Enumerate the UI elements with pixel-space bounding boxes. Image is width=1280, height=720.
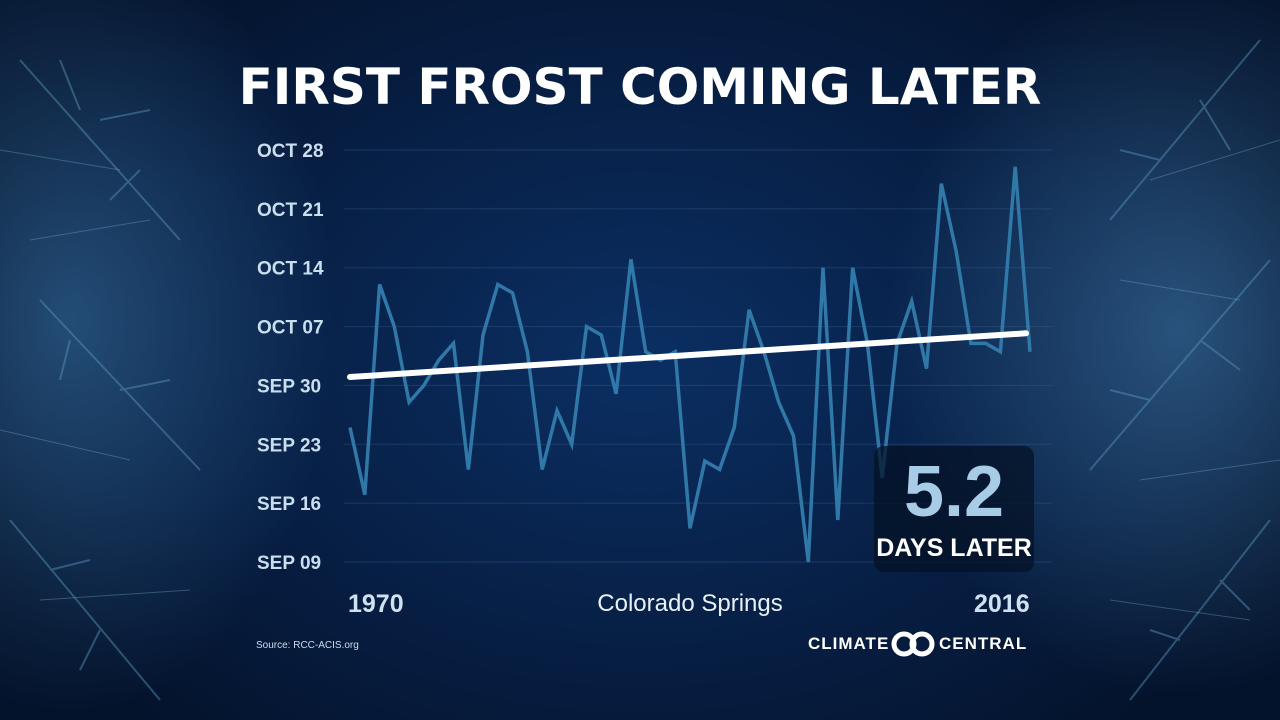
x-axis-end-label: 2016 [974,590,1030,618]
y-tick-label: SEP 09 [257,553,321,574]
y-tick-label: OCT 14 [257,259,324,280]
callout-label: DAYS LATER [876,534,1032,562]
y-tick-label: OCT 28 [257,141,324,162]
x-axis-start-label: 1970 [348,590,404,618]
y-tick-label: SEP 23 [257,435,321,456]
logo-right-word: CENTRAL [939,634,1028,653]
y-tick-label: OCT 21 [257,200,324,221]
trend-line [347,330,1029,381]
chart-title: FIRST FROST COMING LATER [238,58,1042,116]
logo-left-word: CLIMATE [808,634,890,653]
y-axis-tick-labels: SEP 09 SEP 16 SEP 23 SEP 30 OCT 07 OCT 14 OCT … [257,141,324,574]
climate-central-logo: CLIMATE CENTRAL [808,630,1028,658]
location-label: Colorado Springs [597,590,783,617]
y-tick-label: OCT 07 [257,318,324,339]
days-later-callout: 5.2 DAYS LATER [874,446,1034,572]
callout-value: 5.2 [903,452,1005,532]
logo-rings-icon [891,631,935,657]
y-tick-label: SEP 16 [257,494,321,515]
series-layer [347,166,1032,563]
source-note: Source: RCC-ACIS.org [256,640,359,651]
y-tick-label: SEP 30 [257,376,321,397]
